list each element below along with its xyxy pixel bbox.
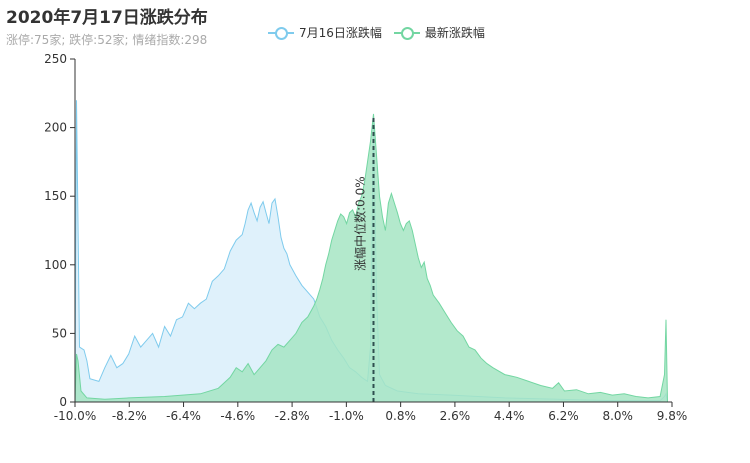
axis-layer: 0 50 100 150 200 250 -10.0% -8.2% -6.4% -4.6% -2.8… [44,52,687,423]
x-tick-label: -6.4% [166,409,201,423]
legend-label-curr: 最新涨跌幅 [424,26,485,40]
y-tick-label: 100 [44,258,67,272]
x-tick-label: 2.6% [440,409,471,423]
series-area-curr [75,113,668,403]
chart-subtitle: 涨停:75家; 跌停:52家; 情绪指数:298 [6,33,208,47]
x-tick-label: -8.2% [112,409,147,423]
legend-curr-marker-icon [393,26,420,40]
x-tick-label: -2.8% [275,409,310,423]
legend: 7月16日涨跌幅 最新涨跌幅 [268,24,497,41]
x-tick-label: -10.0% [54,409,96,423]
x-tick-label: 6.2% [548,409,579,423]
x-tick-label: 4.4% [494,409,525,423]
y-tick-label: 0 [59,395,67,409]
y-tick-label: 150 [44,189,67,203]
legend-item-curr[interactable]: 最新涨跌幅 [393,24,485,41]
x-tick-label: 0.8% [385,409,416,423]
y-tick-label: 200 [44,121,67,135]
chart-title: 2020年7月17日涨跌分布 [6,8,208,28]
x-tick-label: -4.6% [220,409,255,423]
x-tick-label: 9.8% [657,409,688,423]
median-label: 涨幅中位数:0.0% [353,176,368,271]
y-tick-label: 50 [52,326,67,340]
legend-label-prev: 7月16日涨跌幅 [299,26,382,40]
x-tick-label: 8.0% [602,409,633,423]
legend-prev-marker-icon [268,26,294,40]
y-tick-label: 250 [44,52,67,66]
series-area-prev [75,100,668,402]
series-line-curr [74,113,668,403]
x-tick-label: -1.0% [329,409,364,423]
legend-item-prev[interactable]: 7月16日涨跌幅 [268,24,382,41]
